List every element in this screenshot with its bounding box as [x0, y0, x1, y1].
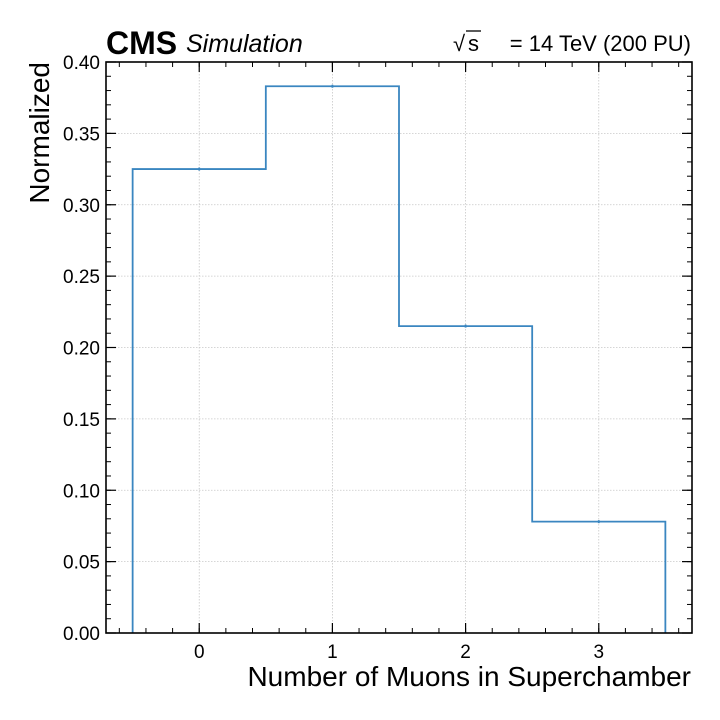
- y-tick-label: 0.00: [63, 624, 100, 645]
- status-label: Simulation: [186, 30, 303, 58]
- grid-lines: [106, 61, 692, 634]
- histogram-step-line: [131, 85, 667, 633]
- y-tick-label: 0.05: [63, 553, 100, 574]
- y-axis-title: Normalized: [24, 62, 55, 204]
- y-tick-label: 0.10: [63, 481, 100, 502]
- y-tick-label: 0.25: [63, 267, 100, 288]
- energy-text: = 14 TeV (200 PU): [510, 31, 691, 56]
- energy-label: √ s = 14 TeV (200 PU): [453, 30, 691, 56]
- x-tick-labels: 0 1 2 3: [194, 642, 604, 663]
- x-tick-label: 1: [327, 642, 338, 663]
- histogram-series: [131, 84, 667, 633]
- energy-variable: s: [468, 31, 479, 56]
- x-tick-label: 0: [194, 642, 205, 663]
- experiment-label: CMS: [106, 25, 177, 61]
- y-tick-label: 0.20: [63, 339, 100, 360]
- y-tick-label: 0.35: [63, 124, 100, 145]
- y-tick-label: 0.15: [63, 410, 100, 431]
- x-tick-label: 3: [593, 642, 604, 663]
- sqrt-symbol: √: [453, 31, 466, 56]
- y-tick-label: 0.30: [63, 196, 100, 217]
- y-tick-labels: 0.00 0.05 0.10 0.15 0.20 0.25 0.30 0.35 0.40: [63, 53, 100, 645]
- x-tick-label: 2: [460, 642, 471, 663]
- plot-frame: [105, 61, 693, 634]
- x-axis-title: Number of Muons in Superchamber: [247, 661, 691, 692]
- y-tick-label: 0.40: [63, 53, 100, 74]
